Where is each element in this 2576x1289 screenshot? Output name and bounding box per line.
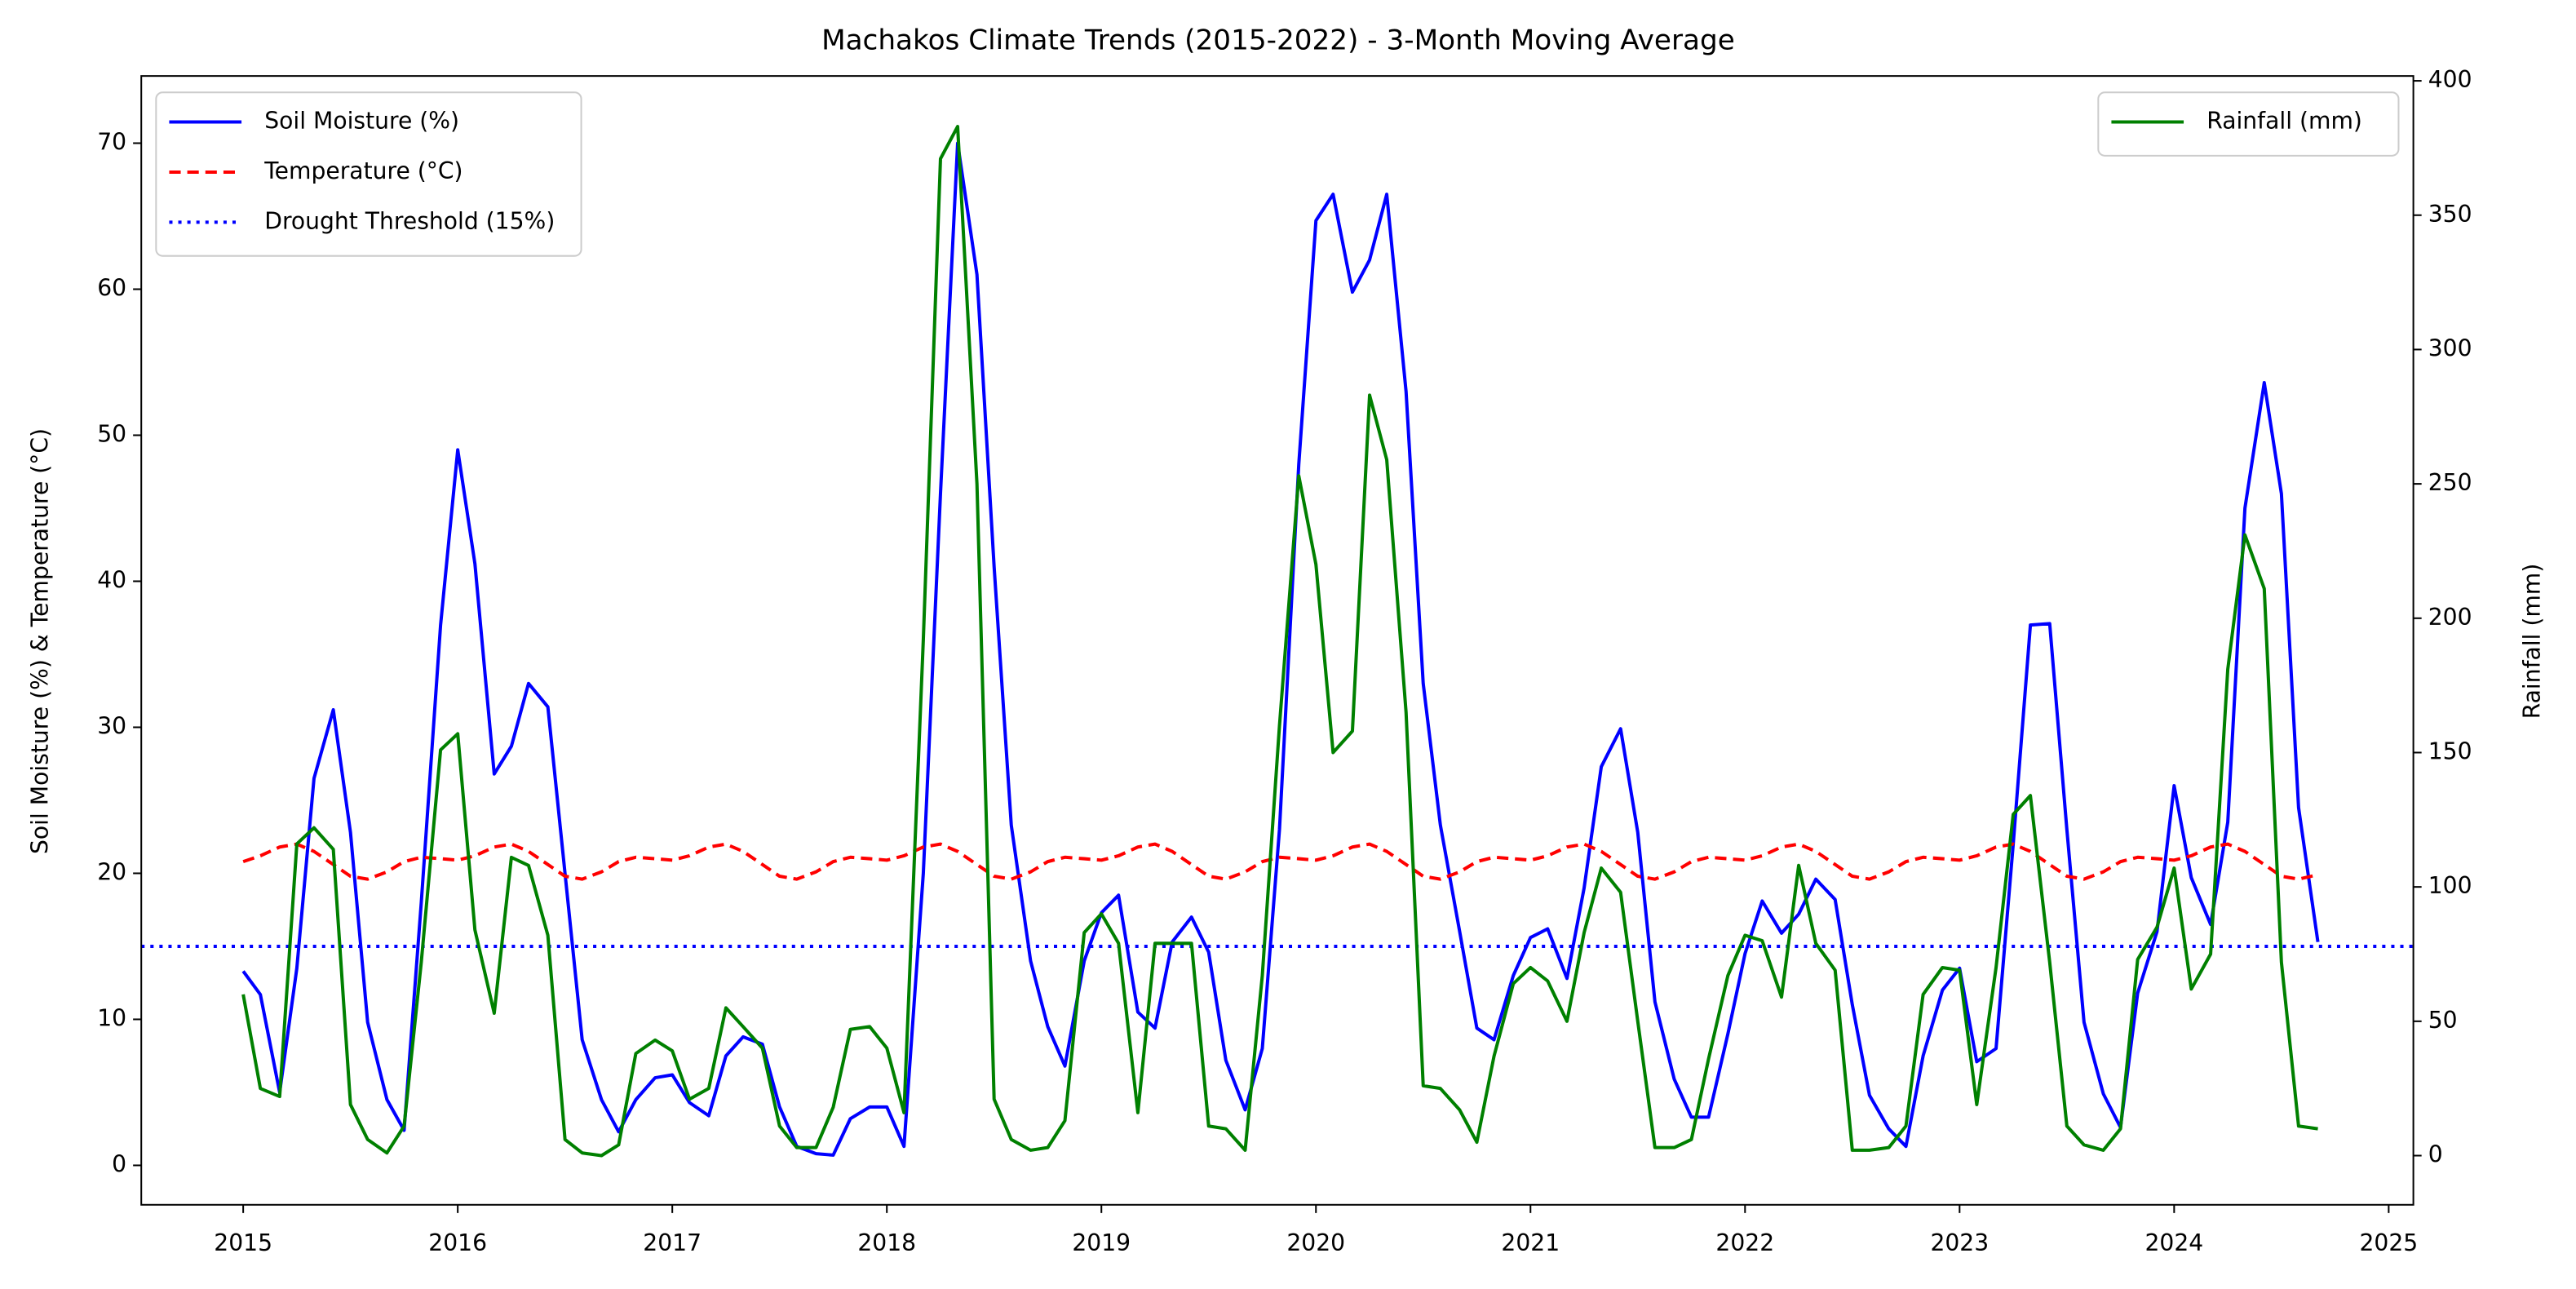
x-tick-label: 2024 — [2144, 1229, 2203, 1256]
series-line — [241, 141, 2320, 1157]
y2-tick-label: 50 — [2428, 1007, 2458, 1034]
y-axis-label: Soil Moisture (%) & Temperature (°C) — [26, 428, 53, 854]
x-tick-label: 2023 — [1930, 1229, 1989, 1256]
legend-label: Rainfall (mm) — [2206, 108, 2362, 135]
y-tick-label: 70 — [97, 128, 126, 155]
legend-box — [2097, 91, 2400, 157]
chart-title: Machakos Climate Trends (2015-2022) - 3-… — [821, 24, 1735, 56]
y-tick-label: 60 — [97, 274, 126, 301]
x-tick-label: 2020 — [1286, 1229, 1345, 1256]
x-tick-label: 2019 — [1072, 1229, 1131, 1256]
x-tick-label: 2017 — [643, 1229, 702, 1256]
x-tick-label: 2016 — [428, 1229, 487, 1256]
y2-tick-label: 100 — [2428, 872, 2472, 899]
y-tick-label: 10 — [97, 1004, 126, 1031]
plot-frame — [140, 75, 2414, 1206]
x-tick-label: 2021 — [1501, 1229, 1560, 1256]
x-tick-label: 2025 — [2359, 1229, 2418, 1256]
y2-tick-label: 300 — [2428, 334, 2472, 361]
y2-tick-label: 250 — [2428, 469, 2472, 496]
x-tick-label: 2015 — [214, 1229, 272, 1256]
y-tick-label: 50 — [97, 420, 126, 447]
y-tick-label: 0 — [112, 1150, 126, 1177]
y-tick-label: 40 — [97, 566, 126, 593]
legend-label: Soil Moisture (%) — [264, 108, 459, 135]
legend-label: Drought Threshold (15%) — [264, 207, 555, 234]
series-line — [242, 842, 2319, 881]
y-tick-label: 20 — [97, 858, 126, 885]
y2-tick-label: 400 — [2428, 66, 2472, 93]
y2-axis-label: Rainfall (mm) — [2519, 564, 2546, 720]
x-tick-label: 2022 — [1715, 1229, 1774, 1256]
y2-tick-label: 150 — [2428, 738, 2472, 764]
y-tick-label: 30 — [97, 712, 126, 739]
y2-tick-label: 200 — [2428, 604, 2472, 631]
y2-tick-label: 350 — [2428, 201, 2472, 228]
series-line — [241, 125, 2318, 1158]
x-tick-label: 2018 — [857, 1229, 916, 1256]
legend-label: Temperature (°C) — [263, 157, 463, 184]
y2-tick-label: 0 — [2428, 1141, 2443, 1168]
legend-box — [155, 91, 582, 257]
